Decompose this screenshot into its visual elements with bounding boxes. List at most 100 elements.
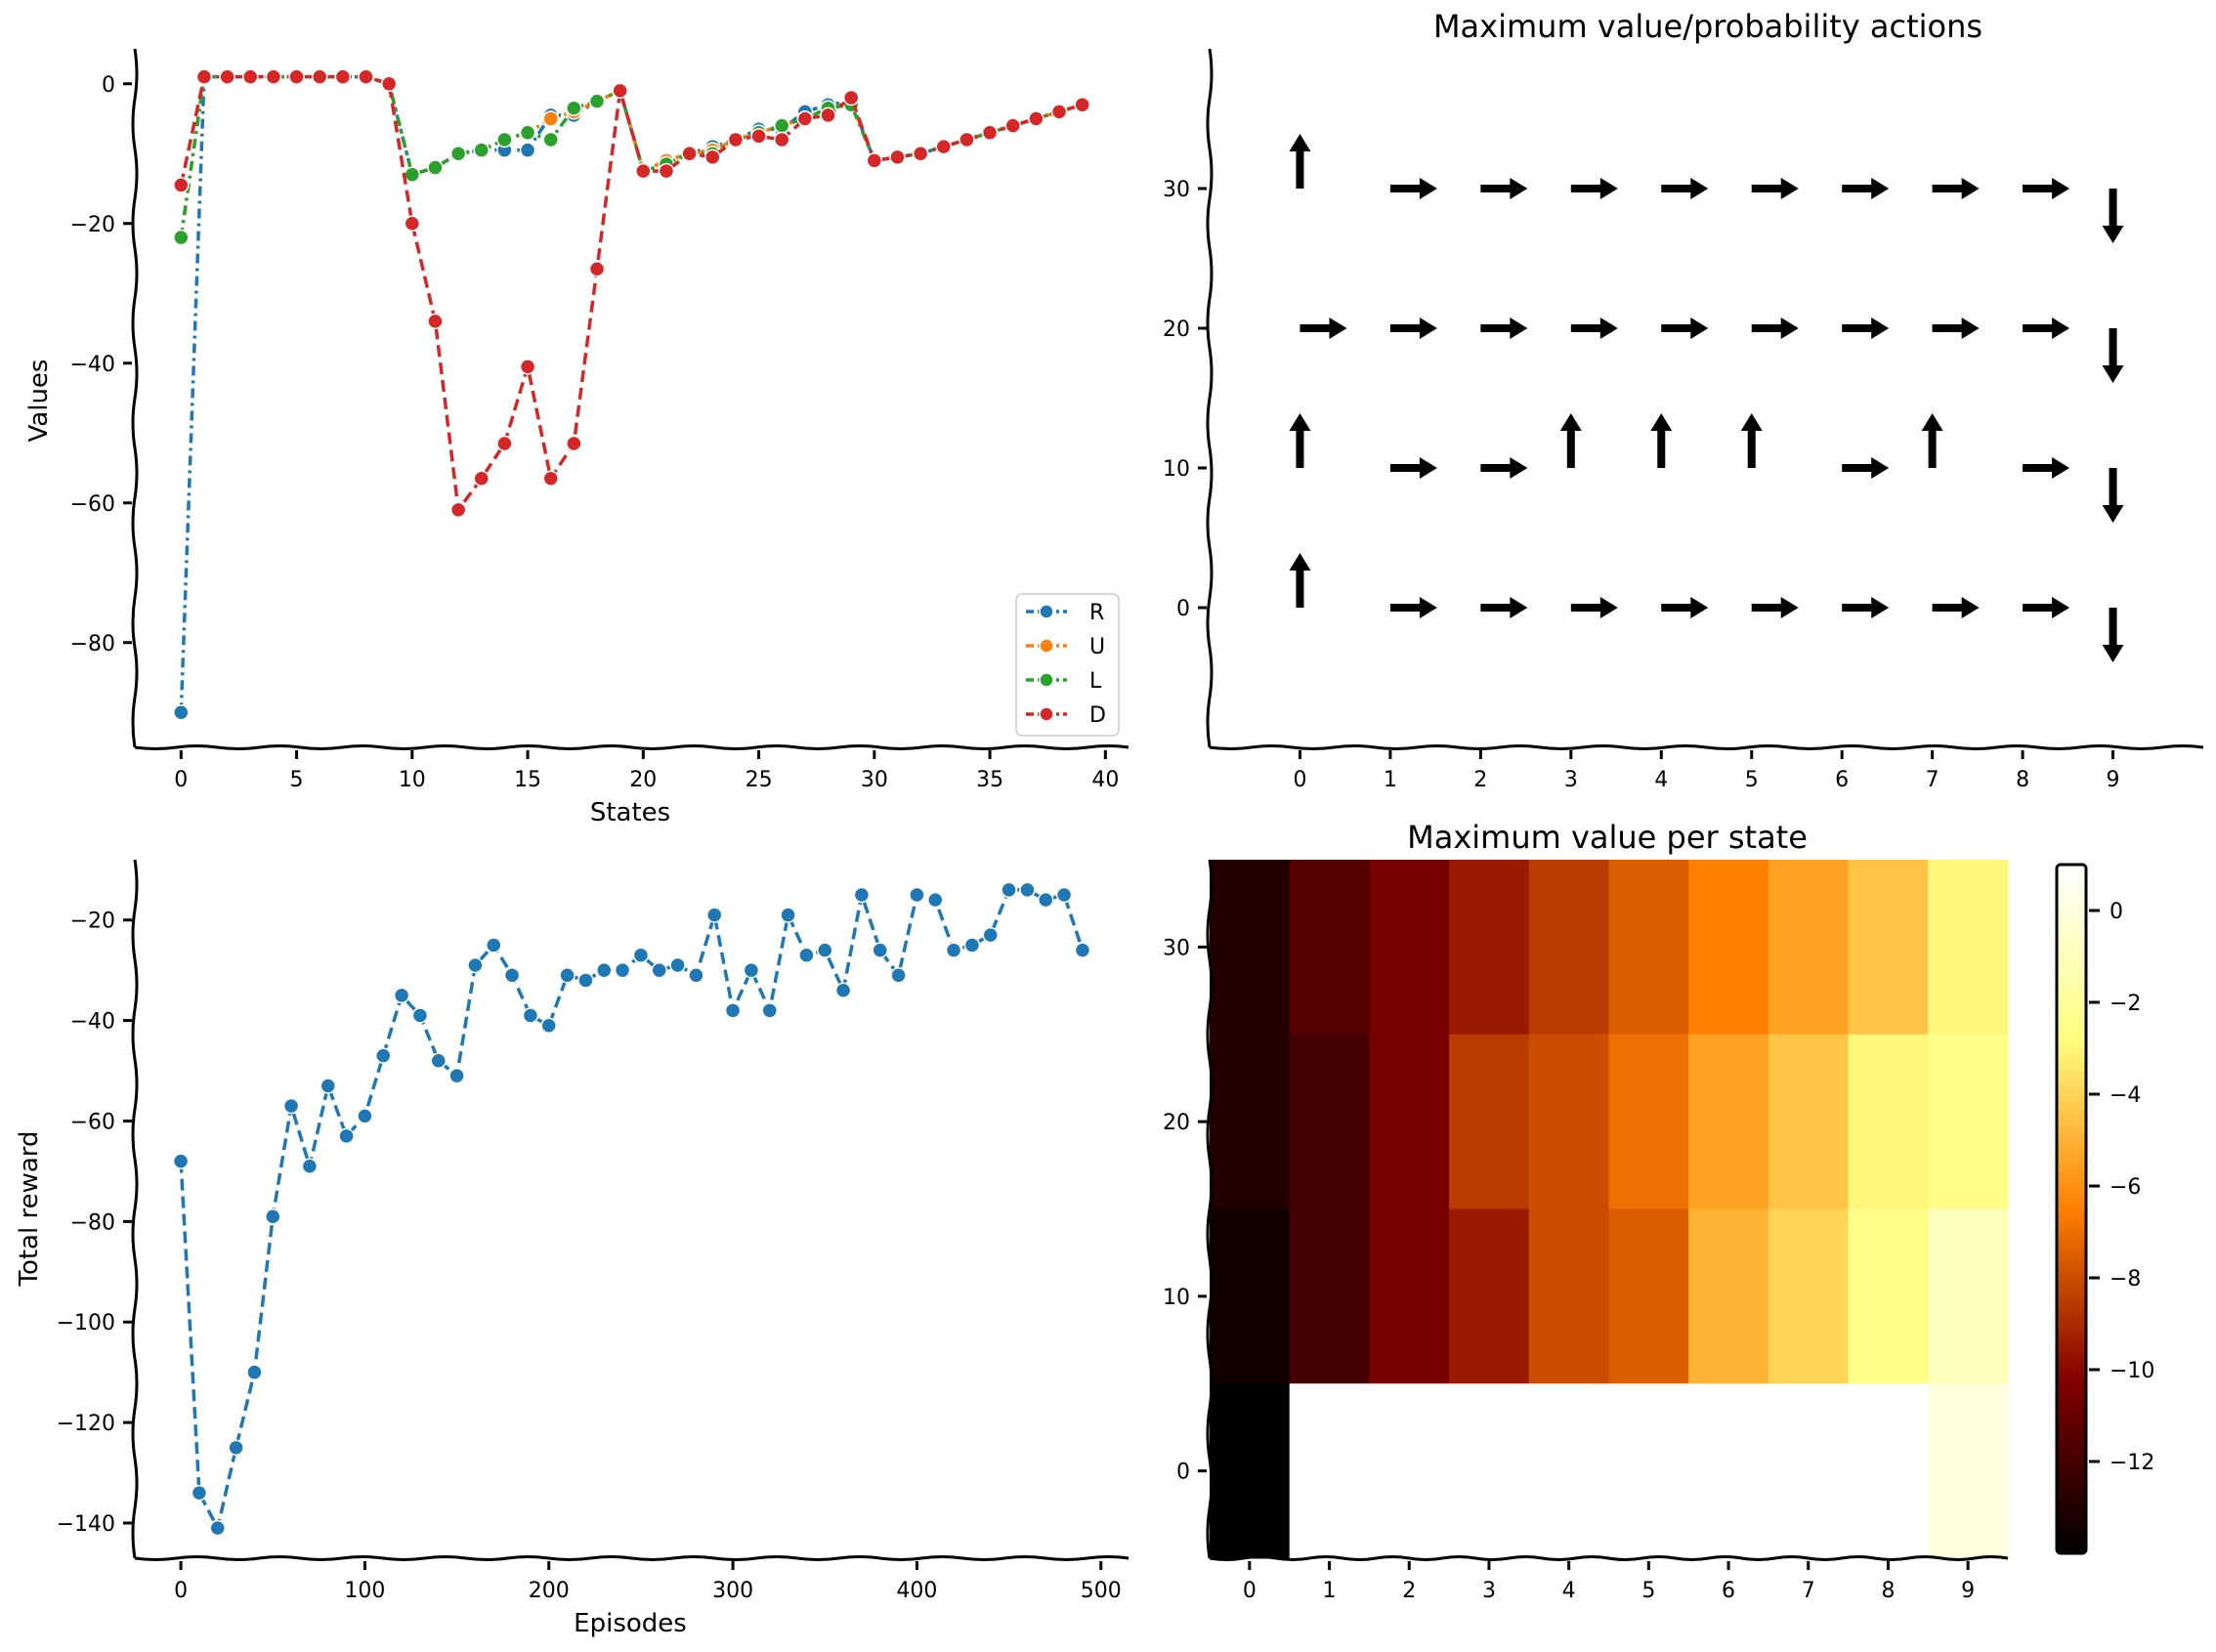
y-tick-label: 20 bbox=[1163, 1111, 1190, 1135]
x-tick-label: 1 bbox=[1384, 768, 1397, 792]
arrow-right bbox=[1480, 318, 1528, 339]
data-point bbox=[761, 1002, 778, 1019]
data-point-D bbox=[727, 131, 745, 148]
axes: 0 1 2 3 4 5 6 7 8 9 0 10 20 30 bbox=[1163, 48, 2204, 792]
y-tick-label: 10 bbox=[1163, 457, 1190, 482]
arrow-right bbox=[1389, 178, 1437, 199]
arrow-right bbox=[1570, 597, 1618, 618]
arrow-right bbox=[1300, 318, 1347, 339]
arrow-right bbox=[1932, 178, 1980, 199]
arrow-right bbox=[1932, 318, 1980, 339]
arrow-up bbox=[1559, 413, 1582, 468]
arrow-right bbox=[1480, 178, 1528, 199]
colorbar-tick-label: −10 bbox=[2109, 1359, 2154, 1383]
data-point-L bbox=[542, 131, 559, 148]
x-tick-label: 3 bbox=[1564, 768, 1578, 792]
arrow-up bbox=[1289, 553, 1311, 608]
arrow-right bbox=[1842, 597, 1890, 618]
data-point-D bbox=[404, 215, 421, 232]
x-axis-label: States bbox=[590, 798, 670, 827]
colorbar-tick-label: −4 bbox=[2109, 1083, 2141, 1108]
data-point bbox=[357, 1108, 373, 1124]
data-point-R bbox=[173, 704, 190, 721]
data-point bbox=[596, 961, 613, 979]
x-axis-spine bbox=[1209, 744, 2204, 750]
x-tick-label: 7 bbox=[1802, 1579, 1815, 1603]
series-line-U bbox=[179, 74, 1084, 238]
arrow-right bbox=[2023, 597, 2070, 618]
heatmap-cell bbox=[1768, 1208, 1850, 1384]
x-tick-label: 30 bbox=[861, 768, 888, 792]
data-point bbox=[282, 1097, 300, 1115]
data-point-D bbox=[358, 68, 374, 85]
y-tick-label: −80 bbox=[70, 632, 115, 657]
x-tick-label: 40 bbox=[1091, 768, 1119, 792]
data-point-D bbox=[311, 68, 328, 85]
data-point bbox=[963, 937, 981, 953]
heatmap-cell bbox=[1848, 860, 1929, 1036]
data-point-D bbox=[820, 106, 836, 124]
data-point-L bbox=[473, 142, 490, 158]
heatmap-cell bbox=[1608, 1208, 1689, 1384]
data-point-D bbox=[704, 148, 721, 166]
values-per-state-plot: States Values 0 5 10 15 20 25 30 35 40 0 −20 −40 −60… bbox=[24, 48, 1129, 827]
heatmap-cell bbox=[1210, 1383, 1291, 1559]
series-line-D bbox=[179, 74, 1084, 515]
heatmap-cell bbox=[1688, 1208, 1769, 1384]
x-tick-label: 0 bbox=[1293, 768, 1306, 792]
data-point-D bbox=[380, 75, 398, 92]
x-tick-label: 35 bbox=[976, 768, 1003, 792]
heatmap-cell bbox=[1449, 1383, 1530, 1559]
arrow-right bbox=[1932, 597, 1980, 618]
y-tick-label: −100 bbox=[57, 1311, 115, 1335]
reward-line bbox=[179, 888, 1085, 1534]
x-axis-label: Episodes bbox=[574, 1609, 687, 1638]
data-point bbox=[503, 967, 521, 984]
data-point-L bbox=[173, 229, 190, 246]
heatmap-cell bbox=[1528, 1383, 1609, 1559]
arrow-right bbox=[1751, 178, 1799, 199]
data-point bbox=[1001, 881, 1017, 899]
data-point-D bbox=[334, 68, 352, 85]
y-tick-label: 20 bbox=[1163, 318, 1190, 342]
x-tick-label: 4 bbox=[1562, 1579, 1576, 1603]
arrow-group bbox=[1289, 134, 2124, 662]
x-tick-label: 1 bbox=[1323, 1579, 1337, 1603]
data-point bbox=[1019, 881, 1036, 899]
heatmap-cell bbox=[1289, 1034, 1370, 1209]
x-tick-label: 5 bbox=[1641, 1579, 1655, 1603]
heatmap-cell bbox=[1289, 1383, 1370, 1559]
data-point bbox=[927, 891, 944, 909]
arrow-down bbox=[2102, 328, 2124, 383]
data-point bbox=[798, 947, 815, 963]
chart-title: Maximum value/probability actions bbox=[1433, 8, 1982, 45]
data-point-D bbox=[473, 470, 490, 487]
x-tick-label: 400 bbox=[896, 1579, 937, 1603]
legend-marker bbox=[1039, 672, 1054, 688]
y-tick-label: −20 bbox=[70, 910, 115, 934]
data-point-D bbox=[219, 68, 235, 85]
heatmap-cell bbox=[1608, 860, 1689, 1036]
arrow-right bbox=[1389, 318, 1437, 339]
y-tick-label: 30 bbox=[1163, 178, 1190, 202]
y-tick-label: 0 bbox=[1176, 597, 1190, 621]
heatmap-cell bbox=[1848, 1383, 1929, 1559]
legend-label: U bbox=[1089, 635, 1105, 659]
data-point bbox=[559, 967, 575, 984]
heatmap-cell bbox=[1848, 1208, 1929, 1384]
heatmap-cell bbox=[1768, 860, 1850, 1036]
series-group bbox=[172, 881, 1091, 1537]
data-point-L bbox=[404, 166, 421, 183]
arrow-up bbox=[1289, 413, 1311, 468]
data-point bbox=[375, 1047, 392, 1064]
data-point bbox=[834, 982, 852, 998]
x-tick-label: 6 bbox=[1722, 1579, 1735, 1603]
heatmap-cell bbox=[1928, 1383, 2009, 1559]
data-point-D bbox=[542, 470, 559, 487]
data-point-D bbox=[173, 177, 190, 193]
arrow-up bbox=[1650, 413, 1673, 468]
data-point-D bbox=[242, 68, 259, 85]
x-tick-label: 9 bbox=[1961, 1579, 1975, 1603]
data-point-D bbox=[658, 162, 675, 180]
data-point-D bbox=[1028, 110, 1044, 127]
